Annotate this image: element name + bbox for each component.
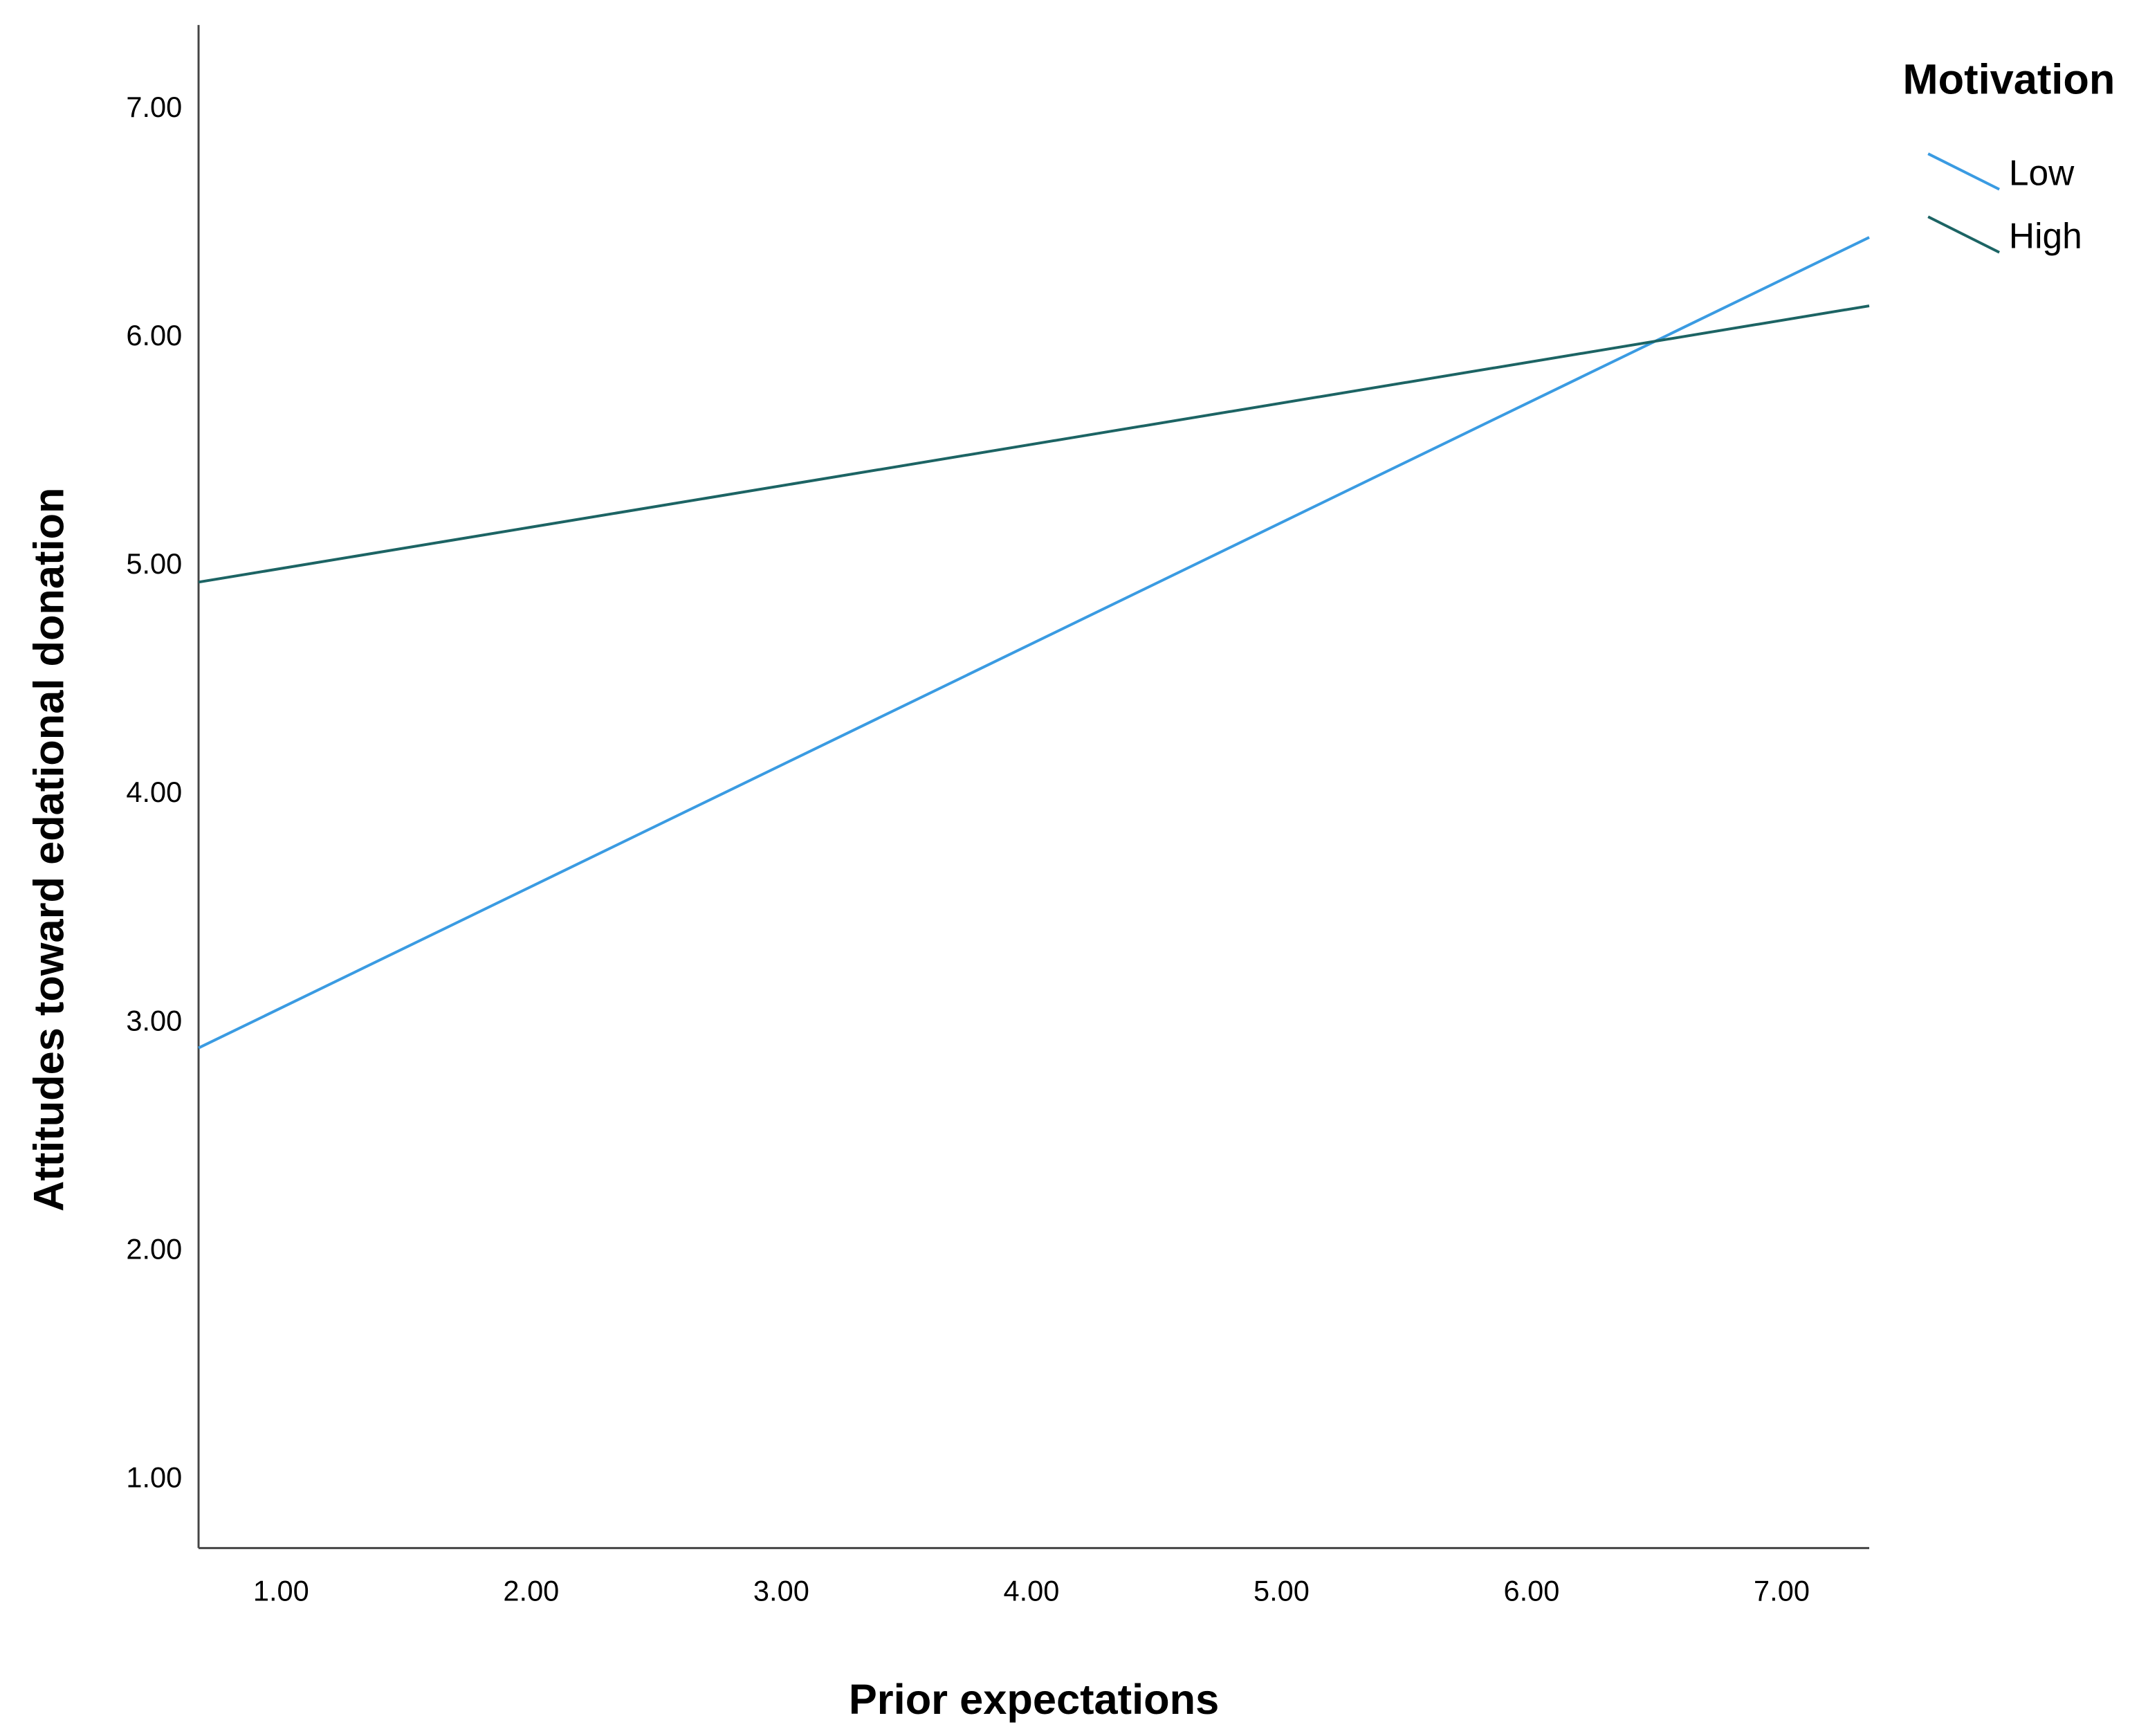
x-tick-label: 2.00 <box>503 1575 559 1607</box>
y-tick-label: 5.00 <box>126 547 182 580</box>
x-tick-label: 4.00 <box>1003 1575 1059 1607</box>
data-line <box>198 236 1870 1050</box>
y-tick-label: 2.00 <box>126 1232 182 1265</box>
legend-title: Motivation <box>1903 55 2115 103</box>
legend-label: High <box>2009 216 2082 256</box>
legend-label: Low <box>2009 152 2075 192</box>
x-tick-label: 5.00 <box>1254 1575 1310 1607</box>
legend-swatch <box>1927 215 2000 254</box>
y-tick-label: 7.00 <box>126 91 182 123</box>
x-tick-label: 7.00 <box>1754 1575 1810 1607</box>
y-tick-label: 3.00 <box>126 1004 182 1036</box>
x-tick-label: 3.00 <box>753 1575 809 1607</box>
x-axis-title: Prior expectations <box>849 1676 1219 1724</box>
y-axis-title: Attitudes toward edational donation <box>25 488 73 1212</box>
y-tick-label: 6.00 <box>126 319 182 351</box>
x-tick-label: 6.00 <box>1504 1575 1560 1607</box>
y-tick-label: 4.00 <box>126 776 182 808</box>
y-tick-label: 1.00 <box>126 1461 182 1493</box>
legend-swatch <box>1927 152 2000 191</box>
data-line <box>198 304 1870 584</box>
x-tick-label: 1.00 <box>253 1575 309 1607</box>
